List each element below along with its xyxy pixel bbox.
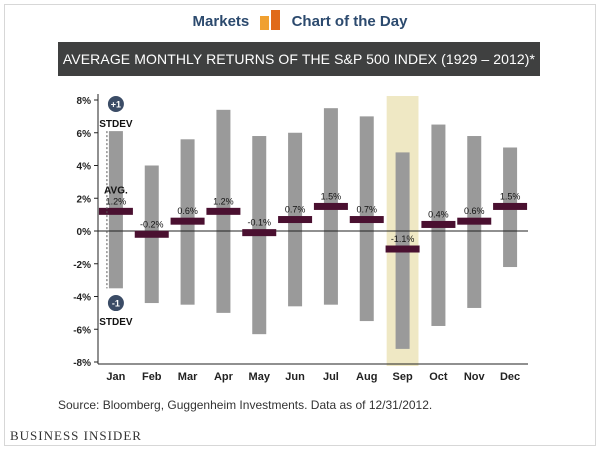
x-tick-label-jan: Jan [106, 371, 125, 383]
x-tick-label-apr: Apr [214, 371, 234, 383]
y-tick-label: 4% [77, 162, 92, 173]
chart-title: AVERAGE MONTHLY RETURNS OF THE S&P 500 I… [58, 42, 540, 76]
source-note: Source: Bloomberg, Guggenheim Investment… [58, 398, 433, 412]
avg-label: AVG. [104, 185, 128, 196]
mean-marker-apr [206, 207, 241, 215]
x-tick-label-sep: Sep [392, 371, 412, 383]
mean-marker-may [242, 229, 277, 237]
data-label-oct: 0.4% [428, 209, 449, 219]
y-tick-label: -8% [73, 358, 91, 369]
data-label-mar: 0.6% [177, 206, 198, 216]
x-tick-label-feb: Feb [142, 371, 162, 383]
mean-marker-jul [313, 202, 348, 210]
data-label-nov: 0.6% [464, 206, 485, 216]
x-tick-label-may: May [249, 371, 271, 383]
x-tick-label-jun: Jun [285, 371, 305, 383]
upper-stdev-label: STDEV [99, 119, 133, 130]
y-tick-label: 6% [77, 129, 92, 140]
data-label-feb: -0.2% [140, 219, 164, 229]
mean-marker-feb [134, 230, 169, 238]
x-tick-label-mar: Mar [178, 371, 198, 383]
data-label-jan: 1.2% [106, 196, 127, 206]
mean-marker-jan [98, 207, 133, 215]
data-label-dec: 1.5% [500, 191, 521, 201]
y-tick-label: -2% [73, 260, 91, 271]
markets-label: Markets [192, 13, 250, 30]
x-tick-label-dec: Dec [500, 371, 520, 383]
chart-of-the-day-label: Chart of the Day [291, 13, 408, 30]
y-tick-label: 2% [77, 194, 92, 205]
plus-one-badge-label: +1 [111, 100, 121, 110]
x-tick-label-aug: Aug [356, 371, 377, 383]
publisher-logo: BUSINESS INSIDER [10, 428, 142, 443]
mean-marker-nov [457, 217, 492, 225]
minus-one-badge [107, 295, 124, 312]
header-brand: Markets Chart of the Day [0, 8, 600, 36]
plus-one-badge [107, 96, 124, 112]
mean-marker-aug [349, 216, 384, 224]
mean-marker-mar [170, 217, 205, 225]
x-tick-label-oct: Oct [429, 371, 448, 383]
mean-marker-oct [421, 220, 456, 228]
y-tick-label: 8% [77, 96, 92, 107]
data-label-may: -0.1% [247, 218, 271, 228]
bar-blocks-icon [260, 10, 281, 31]
chart-area: -8% -6% -4% -2% 0% 2% 4% 6% 8% 1.2% -0.2% 0.6% 1.2% -… [58, 84, 540, 414]
y-tick-label: 0% [77, 227, 92, 238]
minus-one-badge-label: -1 [112, 299, 120, 309]
data-label-apr: 1.2% [213, 196, 234, 206]
mean-marker-jun [278, 216, 313, 224]
data-label-aug: 0.7% [356, 205, 377, 215]
x-tick-label-nov: Nov [464, 371, 486, 383]
y-tick-label: -4% [73, 293, 91, 304]
data-label-jun: 0.7% [285, 205, 306, 215]
mean-marker-dec [493, 202, 528, 210]
mean-marker-sep [385, 245, 420, 253]
x-tick-label-jul: Jul [323, 371, 339, 383]
lower-stdev-label: STDEV [99, 317, 133, 328]
data-label-sep: -1.1% [391, 234, 415, 244]
data-label-jul: 1.5% [321, 191, 342, 201]
y-tick-label: -6% [73, 325, 91, 336]
returns-chart: -8% -6% -4% -2% 0% 2% 4% 6% 8% 1.2% -0.2% 0.6% 1.2% -… [73, 94, 528, 383]
